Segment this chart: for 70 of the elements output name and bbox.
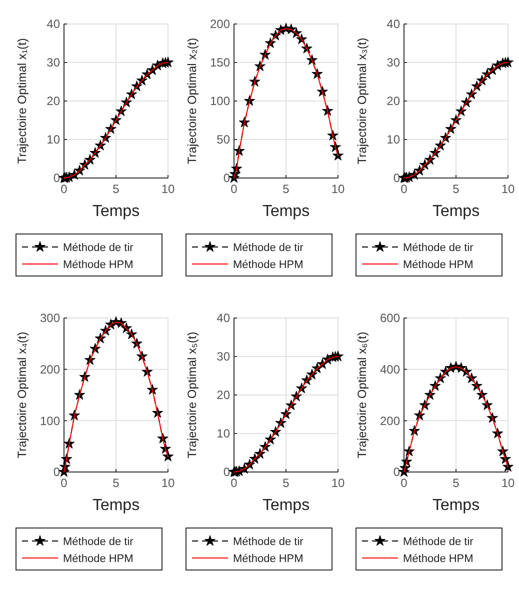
legend-label: Méthode HPM xyxy=(403,552,474,565)
legend-label: Méthode HPM xyxy=(233,552,304,565)
x-tick-label: 10 xyxy=(501,182,515,196)
x-tick-label: 10 xyxy=(331,182,345,196)
x-axis-title: Temps xyxy=(432,497,480,514)
y-tick-label: 200 xyxy=(210,17,230,32)
y-tick-label: 10 xyxy=(46,132,60,147)
legend-label: Méthode de tir xyxy=(403,536,474,548)
y-tick-label: 40 xyxy=(386,17,400,32)
legend-label: Méthode HPM xyxy=(63,258,134,271)
legend-label: Méthode de tir xyxy=(403,242,474,254)
y-tick-label: 200 xyxy=(40,362,60,377)
y-tick-label: 30 xyxy=(46,56,60,70)
x-tick-label: 10 xyxy=(161,182,175,196)
point xyxy=(332,150,344,160)
x-tick-label: 5 xyxy=(452,182,460,196)
y-tick-label: 10 xyxy=(216,426,230,441)
legend-label: Méthode HPM xyxy=(63,552,134,565)
y-tick-label: 20 xyxy=(216,388,230,402)
y-axis-title: Trajectoire Optimal x₄(t) xyxy=(15,332,29,458)
y-tick-label: 150 xyxy=(210,56,230,70)
y-tick-label: 0 xyxy=(223,465,230,480)
legend-label: Méthode HPM xyxy=(403,258,474,271)
x-tick-label: 5 xyxy=(112,476,120,490)
y-tick-label: 30 xyxy=(386,56,400,70)
y-tick-label: 400 xyxy=(380,362,400,377)
point xyxy=(502,461,514,472)
point xyxy=(162,56,174,68)
x-axis-title: Temps xyxy=(92,203,140,220)
y-tick-label: 100 xyxy=(40,414,60,428)
x-tick-label: 10 xyxy=(331,476,345,490)
y-tick-label: 0 xyxy=(223,171,230,186)
y-tick-label: 0 xyxy=(53,465,60,480)
legend-label: Méthode de tir xyxy=(233,242,304,254)
y-axis-title: Trajectoire Optimal x₆(t) xyxy=(355,332,369,458)
y-tick-label: 50 xyxy=(216,132,230,147)
x-tick-label: 5 xyxy=(452,476,460,490)
y-axis-title: Trajectoire Optimal x₅(t) xyxy=(185,332,199,458)
x-axis-title: Temps xyxy=(262,497,310,514)
x-tick-label: 5 xyxy=(282,476,290,490)
y-tick-label: 40 xyxy=(46,17,60,32)
legend-label: Méthode de tir xyxy=(233,536,304,548)
legend-label: Méthode de tir xyxy=(63,536,134,548)
y-tick-label: 0 xyxy=(53,171,60,186)
legend-label: Méthode HPM xyxy=(233,258,304,271)
y-axis-title: Trajectoire Optimal x₂(t) xyxy=(185,38,199,164)
x-tick-label: 5 xyxy=(112,182,120,196)
y-tick-label: 600 xyxy=(380,311,400,326)
point xyxy=(332,350,344,362)
y-tick-label: 200 xyxy=(380,414,400,428)
point xyxy=(502,56,514,68)
x-tick-label: 5 xyxy=(282,182,290,196)
x-axis-title: Temps xyxy=(92,497,140,514)
y-axis-title: Trajectoire Optimal x₃(t) xyxy=(355,38,369,164)
y-tick-label: 40 xyxy=(216,311,230,326)
x-tick-label: 10 xyxy=(161,476,175,490)
y-tick-label: 300 xyxy=(40,311,60,326)
legend-label: Méthode de tir xyxy=(63,242,134,254)
y-tick-label: 10 xyxy=(386,132,400,147)
x-tick-label: 10 xyxy=(501,476,515,490)
x-axis-title: Temps xyxy=(432,203,480,220)
y-tick-label: 20 xyxy=(386,94,400,108)
point xyxy=(162,450,174,462)
y-tick-label: 20 xyxy=(46,94,60,108)
y-tick-label: 100 xyxy=(210,94,230,108)
x-axis-title: Temps xyxy=(262,203,310,220)
y-tick-label: 30 xyxy=(216,350,230,364)
y-tick-label: 0 xyxy=(393,465,400,480)
y-axis-title: Trajectoire Optimal x₁(t) xyxy=(15,38,29,164)
y-tick-label: 0 xyxy=(393,171,400,186)
